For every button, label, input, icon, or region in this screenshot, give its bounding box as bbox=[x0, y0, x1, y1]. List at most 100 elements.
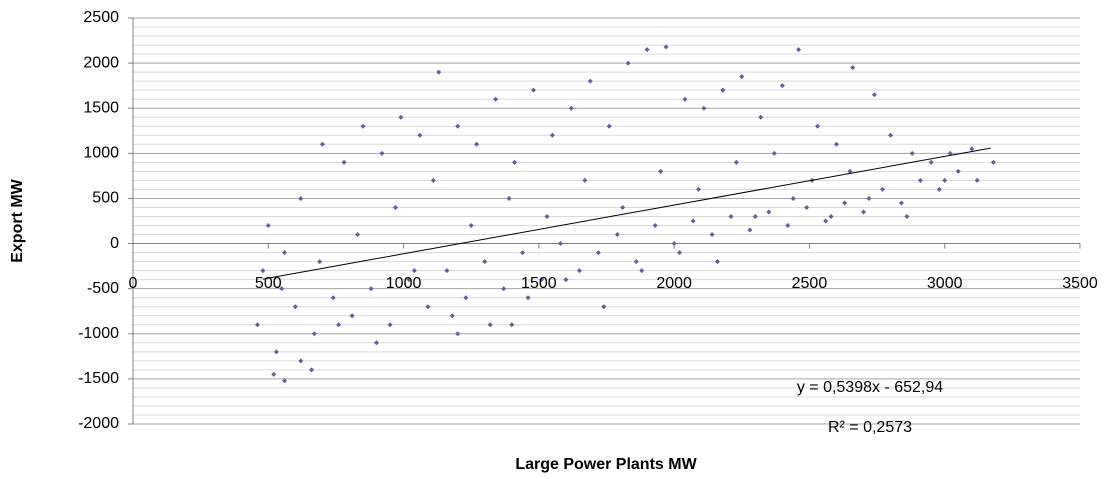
point bbox=[639, 268, 645, 274]
point bbox=[714, 259, 720, 265]
point bbox=[398, 114, 404, 120]
x-tick-label: 3500 bbox=[1062, 275, 1098, 292]
point bbox=[936, 186, 942, 192]
point bbox=[842, 200, 848, 206]
point bbox=[341, 159, 347, 165]
y-tick-label: 1500 bbox=[83, 99, 119, 116]
point bbox=[392, 204, 398, 210]
point bbox=[455, 331, 461, 337]
point bbox=[273, 349, 279, 355]
point bbox=[833, 141, 839, 147]
point bbox=[282, 250, 288, 256]
point bbox=[904, 213, 910, 219]
point bbox=[582, 177, 588, 183]
point bbox=[355, 232, 361, 238]
point bbox=[506, 195, 512, 201]
x-tick-label: 1000 bbox=[386, 275, 422, 292]
point bbox=[909, 150, 915, 156]
point bbox=[847, 168, 853, 174]
x-tick-label: 0 bbox=[129, 275, 138, 292]
point bbox=[512, 159, 518, 165]
point bbox=[319, 141, 325, 147]
point bbox=[861, 209, 867, 215]
point bbox=[701, 105, 707, 111]
x-tick-label: 2500 bbox=[792, 275, 828, 292]
y-tick-label: 2500 bbox=[83, 9, 119, 26]
point bbox=[796, 47, 802, 53]
point bbox=[298, 358, 304, 364]
point bbox=[411, 268, 417, 274]
point bbox=[974, 177, 980, 183]
y-tick-label: -500 bbox=[87, 280, 119, 297]
point bbox=[292, 304, 298, 310]
point bbox=[336, 322, 342, 328]
point bbox=[430, 177, 436, 183]
point bbox=[530, 87, 536, 93]
point bbox=[671, 241, 677, 247]
point bbox=[758, 114, 764, 120]
point bbox=[766, 209, 772, 215]
point bbox=[279, 286, 285, 292]
point bbox=[493, 96, 499, 102]
point bbox=[254, 322, 260, 328]
point bbox=[879, 186, 885, 192]
point bbox=[463, 295, 469, 301]
point bbox=[866, 195, 872, 201]
point bbox=[804, 204, 810, 210]
point bbox=[444, 268, 450, 274]
point bbox=[360, 123, 366, 129]
y-tick-label: -1500 bbox=[78, 370, 119, 387]
point bbox=[501, 286, 507, 292]
grid bbox=[128, 17, 1081, 425]
point bbox=[282, 378, 288, 384]
point bbox=[785, 223, 791, 229]
point bbox=[625, 60, 631, 66]
point bbox=[374, 340, 380, 346]
point bbox=[368, 286, 374, 292]
point bbox=[942, 177, 948, 183]
point bbox=[520, 250, 526, 256]
point bbox=[969, 146, 975, 152]
y-tick-label: 1000 bbox=[83, 145, 119, 162]
point bbox=[482, 259, 488, 265]
point bbox=[871, 92, 877, 98]
point bbox=[525, 295, 531, 301]
point bbox=[644, 47, 650, 53]
point bbox=[823, 218, 829, 224]
point bbox=[406, 277, 412, 283]
point bbox=[682, 96, 688, 102]
point bbox=[349, 313, 355, 319]
point bbox=[677, 250, 683, 256]
point bbox=[455, 123, 461, 129]
point bbox=[298, 195, 304, 201]
point bbox=[771, 150, 777, 156]
point bbox=[728, 213, 734, 219]
point bbox=[752, 213, 758, 219]
y-tick-label: 500 bbox=[92, 190, 119, 207]
marks bbox=[254, 44, 996, 384]
trendline-equation: y = 0,5398x - 652,94 bbox=[797, 379, 943, 396]
point bbox=[947, 150, 953, 156]
point bbox=[898, 200, 904, 206]
point bbox=[633, 259, 639, 265]
point bbox=[260, 268, 266, 274]
r-squared: R² = 0,2573 bbox=[828, 419, 912, 436]
point bbox=[576, 268, 582, 274]
point bbox=[487, 322, 493, 328]
point bbox=[658, 168, 664, 174]
point bbox=[601, 304, 607, 310]
point bbox=[709, 232, 715, 238]
y-tick-label: 0 bbox=[110, 235, 119, 252]
y-axis-title: Export MW bbox=[9, 178, 26, 262]
point bbox=[888, 132, 894, 138]
y-tick-label: 2000 bbox=[83, 54, 119, 71]
point bbox=[747, 227, 753, 233]
point bbox=[739, 74, 745, 80]
point bbox=[330, 295, 336, 301]
x-tick-label: 2000 bbox=[656, 275, 692, 292]
point bbox=[815, 123, 821, 129]
point bbox=[265, 223, 271, 229]
point bbox=[425, 304, 431, 310]
point bbox=[309, 367, 315, 373]
